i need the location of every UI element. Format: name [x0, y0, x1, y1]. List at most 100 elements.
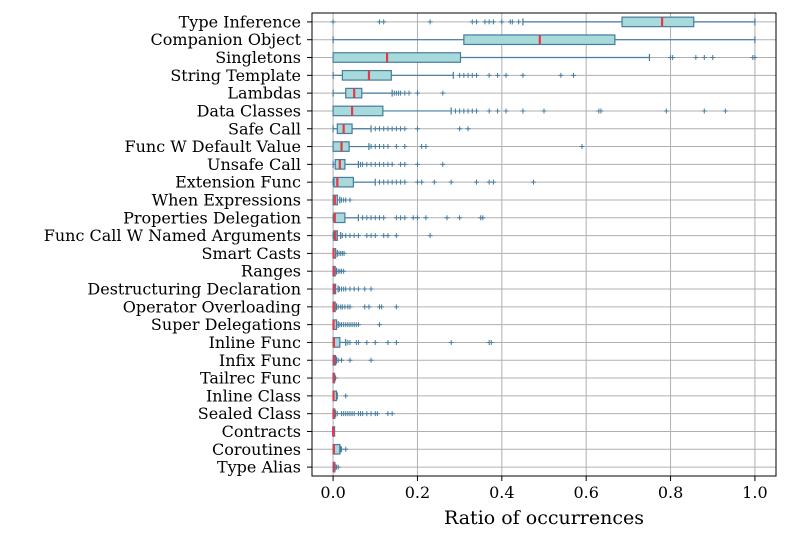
flier-point	[541, 108, 547, 114]
flier-point	[343, 233, 349, 239]
box-ranges	[332, 265, 347, 277]
y-tick-label: Companion Object	[151, 30, 302, 49]
box-iqr	[332, 105, 384, 117]
flier-point	[381, 144, 387, 150]
y-tick-label: Coroutines	[212, 440, 301, 459]
flier-point	[457, 72, 463, 78]
flier-point	[495, 108, 501, 114]
flier-point	[486, 19, 492, 25]
y-tick-label: Smart Casts	[202, 244, 301, 263]
flier-point	[701, 108, 707, 114]
flier-point	[670, 55, 676, 61]
flier-point	[423, 215, 429, 221]
box-iqr	[621, 16, 695, 28]
box-coroutines	[332, 443, 349, 455]
flier-point	[393, 126, 399, 132]
flier-point	[474, 72, 480, 78]
flier-point	[368, 215, 374, 221]
y-tick-label: Lambdas	[227, 84, 301, 103]
flier-point	[393, 304, 399, 310]
box-func-w-default-value	[332, 141, 585, 152]
flier-point	[752, 55, 758, 61]
flier-point	[444, 215, 450, 221]
flier-point	[347, 339, 353, 345]
box-iqr	[341, 69, 392, 81]
flier-point	[406, 90, 412, 96]
flier-point	[495, 72, 501, 78]
flier-point	[381, 233, 387, 239]
flier-point	[355, 339, 361, 345]
y-tick-label: Unsafe Call	[207, 155, 301, 174]
flier-point	[376, 161, 382, 167]
y-tick-label: String Template	[170, 66, 301, 85]
flier-point	[486, 108, 492, 114]
flier-point	[341, 268, 347, 274]
flier-point	[393, 179, 399, 185]
flier-point	[398, 90, 404, 96]
flier-point	[598, 108, 604, 114]
flier-point	[351, 233, 357, 239]
flier-point	[385, 411, 391, 417]
flier-point	[440, 161, 446, 167]
y-tick-label: Contracts	[222, 422, 301, 441]
y-tick-label: When Expressions	[152, 190, 301, 209]
flier-point	[385, 233, 391, 239]
flier-point	[452, 108, 458, 114]
flier-point	[474, 108, 480, 114]
y-tick-label: Func W Default Value	[125, 137, 302, 156]
flier-point	[368, 144, 374, 150]
flier-point	[461, 72, 467, 78]
flier-point	[393, 233, 399, 239]
y-tick-label: Super Delegations	[151, 315, 301, 334]
flier-point	[368, 411, 374, 417]
y-tick-label: Ranges	[241, 262, 301, 281]
flier-point	[530, 179, 536, 185]
grid-lines	[312, 13, 776, 476]
flier-point	[722, 108, 728, 114]
flier-point	[360, 411, 366, 417]
flier-point	[465, 108, 471, 114]
x-axis-label: Ratio of occurrences	[444, 507, 644, 529]
flier-point	[364, 161, 370, 167]
flier-point	[419, 179, 425, 185]
flier-point	[520, 108, 526, 114]
flier-point	[402, 90, 408, 96]
y-tick-label: Inline Func	[209, 333, 301, 352]
flier-point	[398, 161, 404, 167]
y-tick-label: Type Alias	[217, 458, 301, 477]
flier-point	[372, 161, 378, 167]
box-properties-delegation	[332, 212, 486, 224]
flier-point	[364, 215, 370, 221]
flier-point	[339, 357, 345, 363]
flier-point	[469, 19, 475, 25]
y-tick-label: Tailrec Func	[200, 369, 301, 388]
flier-point	[343, 197, 349, 203]
flier-point	[372, 126, 378, 132]
box-inline-class	[332, 390, 349, 402]
flier-point	[379, 304, 385, 310]
flier-point	[343, 286, 349, 292]
box-inline-func	[332, 337, 494, 348]
flier-point	[364, 339, 370, 345]
flier-point	[374, 411, 380, 417]
flier-point	[393, 144, 399, 150]
flier-point	[334, 411, 340, 417]
flier-point	[333, 375, 339, 381]
flier-point	[355, 233, 361, 239]
box-when-expressions	[332, 194, 353, 206]
flier-point	[488, 339, 494, 345]
flier-point	[414, 126, 420, 132]
x-tick-label: 1.0	[742, 483, 767, 502]
box-infix-func	[332, 354, 374, 366]
flier-point	[469, 108, 475, 114]
x-tick-label: 0.6	[573, 483, 598, 502]
flier-point	[423, 144, 429, 150]
flier-point	[347, 304, 353, 310]
y-tick-label: Data Classes	[197, 101, 301, 120]
flier-point	[372, 144, 378, 150]
flier-point	[469, 72, 475, 78]
flier-point	[368, 161, 374, 167]
box-extension-func	[332, 176, 536, 188]
box-singletons	[332, 52, 758, 63]
flier-point	[347, 357, 353, 363]
